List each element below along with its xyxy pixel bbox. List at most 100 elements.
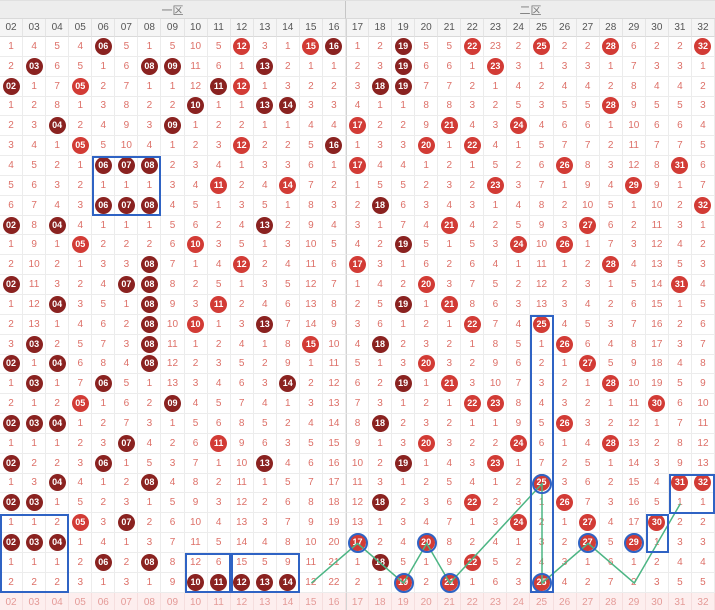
miss-cell: 19 [322, 513, 346, 534]
footer-column-label: 07 [115, 593, 139, 610]
miss-cell: 2 [369, 533, 393, 553]
ball-cell: 18 [369, 334, 393, 355]
miss-cell: 1 [438, 314, 462, 335]
miss-cell: 5 [161, 493, 185, 514]
miss-cell: 6 [438, 493, 462, 514]
miss-cell: 2 [345, 572, 370, 593]
miss-cell: 2 [69, 275, 93, 295]
miss-cell: 1 [345, 275, 370, 295]
column-header: 27 [576, 19, 600, 37]
miss-cell: 5 [668, 374, 692, 395]
ball-cell: 20 [415, 533, 439, 553]
miss-cell: 7 [46, 76, 70, 97]
miss-cell: 5 [599, 195, 623, 216]
miss-cell: 2 [484, 433, 508, 454]
miss-cell: 2 [230, 175, 254, 196]
miss-cell: 1 [161, 136, 185, 157]
ball-cell: 22 [461, 394, 485, 415]
ball-cell: 12 [230, 572, 254, 593]
draw-row: 1 9 1 05 2 2 2 6 10 3 5 1 3 10 5 4 2 19 5 1 5 3 24 10 26 1 7 3 12 4 2 [0, 235, 715, 256]
miss-cell: 2 [599, 76, 623, 97]
miss-cell: 3 [345, 314, 370, 335]
miss-cell: 14 [230, 533, 254, 553]
number-ball: 27 [579, 514, 597, 532]
draw-row: 6 7 4 3 06 07 08 4 5 1 3 5 1 8 3 2 18 6 3 4 3 1 4 8 2 10 5 1 10 2 32 [0, 195, 715, 216]
miss-cell: 6 [115, 56, 139, 77]
miss-cell: 1 [461, 414, 485, 434]
draw-row: 02 1 04 6 8 4 08 12 2 3 5 2 9 1 11 5 1 3 20 3 2 9 6 2 1 27 5 9 18 4 8 [0, 354, 715, 375]
miss-cell: 6 [46, 56, 70, 77]
miss-cell: 5 [207, 394, 231, 415]
miss-cell: 7 [622, 56, 646, 77]
miss-cell: 6 [645, 116, 669, 137]
ball-cell: 05 [69, 136, 93, 157]
miss-cell: 1 [322, 56, 346, 77]
miss-cell: 3 [438, 275, 462, 295]
draw-row: 02 03 1 5 2 3 1 5 9 3 12 2 6 8 18 12 18 2 3 6 22 2 3 1 26 7 3 16 5 1 1 [0, 493, 715, 514]
miss-cell: 2 [69, 552, 93, 573]
ball-cell: 13 [253, 572, 277, 593]
miss-cell: 16 [645, 314, 669, 335]
ball-cell: 13 [253, 215, 277, 236]
miss-cell: 2 [230, 116, 254, 137]
number-ball: 02 [2, 414, 20, 432]
miss-cell: 4 [622, 255, 646, 276]
miss-cell: 2 [599, 473, 623, 494]
number-ball: 10 [187, 573, 205, 591]
number-ball: 26 [556, 335, 574, 353]
miss-cell: 6 [230, 374, 254, 395]
miss-cell: 3 [23, 116, 47, 137]
miss-cell: 4 [253, 294, 277, 315]
miss-cell: 2 [253, 136, 277, 157]
miss-cell: 2 [369, 374, 393, 395]
miss-cell: 6 [299, 156, 323, 176]
miss-cell: 4 [415, 215, 439, 236]
number-ball: 10 [187, 315, 205, 333]
miss-cell: 13 [622, 433, 646, 454]
miss-cell: 3 [322, 195, 346, 216]
miss-cell: 6 [115, 394, 139, 415]
miss-cell: 1 [599, 116, 623, 137]
miss-cell: 1 [161, 76, 185, 97]
ball-cell: 08 [138, 56, 162, 77]
miss-cell: 2 [530, 513, 554, 534]
miss-cell: 6 [622, 294, 646, 315]
footer-column-label: 32 [692, 593, 715, 610]
column-header: 14 [276, 19, 300, 37]
miss-cell: 2 [461, 76, 485, 97]
miss-cell: 2 [0, 314, 24, 335]
miss-cell: 2 [253, 255, 277, 276]
miss-cell: 9 [668, 453, 692, 474]
miss-cell: 1 [369, 215, 393, 236]
miss-cell: 3 [115, 572, 139, 593]
miss-cell: 12 [23, 294, 47, 315]
footer-column-label: 05 [69, 593, 93, 610]
ball-cell: 04 [46, 215, 70, 236]
miss-cell: 2 [369, 37, 393, 57]
footer-column-label: 28 [600, 593, 623, 610]
ball-cell: 04 [46, 294, 70, 315]
miss-cell: 2 [530, 354, 554, 375]
miss-cell: 1 [92, 56, 116, 77]
footer-column-label: 26 [554, 593, 577, 610]
miss-cell: 2 [0, 116, 24, 137]
miss-cell: 5 [46, 37, 70, 57]
miss-cell: 1 [23, 76, 47, 97]
miss-cell: 4 [461, 116, 485, 137]
number-ball: 09 [163, 57, 181, 75]
miss-cell: 4 [345, 334, 370, 355]
miss-cell: 4 [392, 156, 416, 176]
miss-cell: 1 [530, 56, 554, 77]
number-ball: 13 [256, 573, 274, 591]
miss-cell: 3 [322, 96, 346, 117]
number-ball: 19 [394, 573, 412, 591]
miss-cell: 9 [276, 354, 300, 375]
miss-cell: 11 [530, 255, 554, 276]
miss-cell: 2 [23, 453, 47, 474]
number-ball: 07 [117, 156, 135, 174]
miss-cell: 2 [645, 552, 669, 573]
miss-cell: 2 [138, 235, 162, 256]
number-ball: 07 [117, 196, 135, 214]
miss-cell: 6 [668, 116, 692, 137]
miss-cell: 1 [230, 275, 254, 295]
